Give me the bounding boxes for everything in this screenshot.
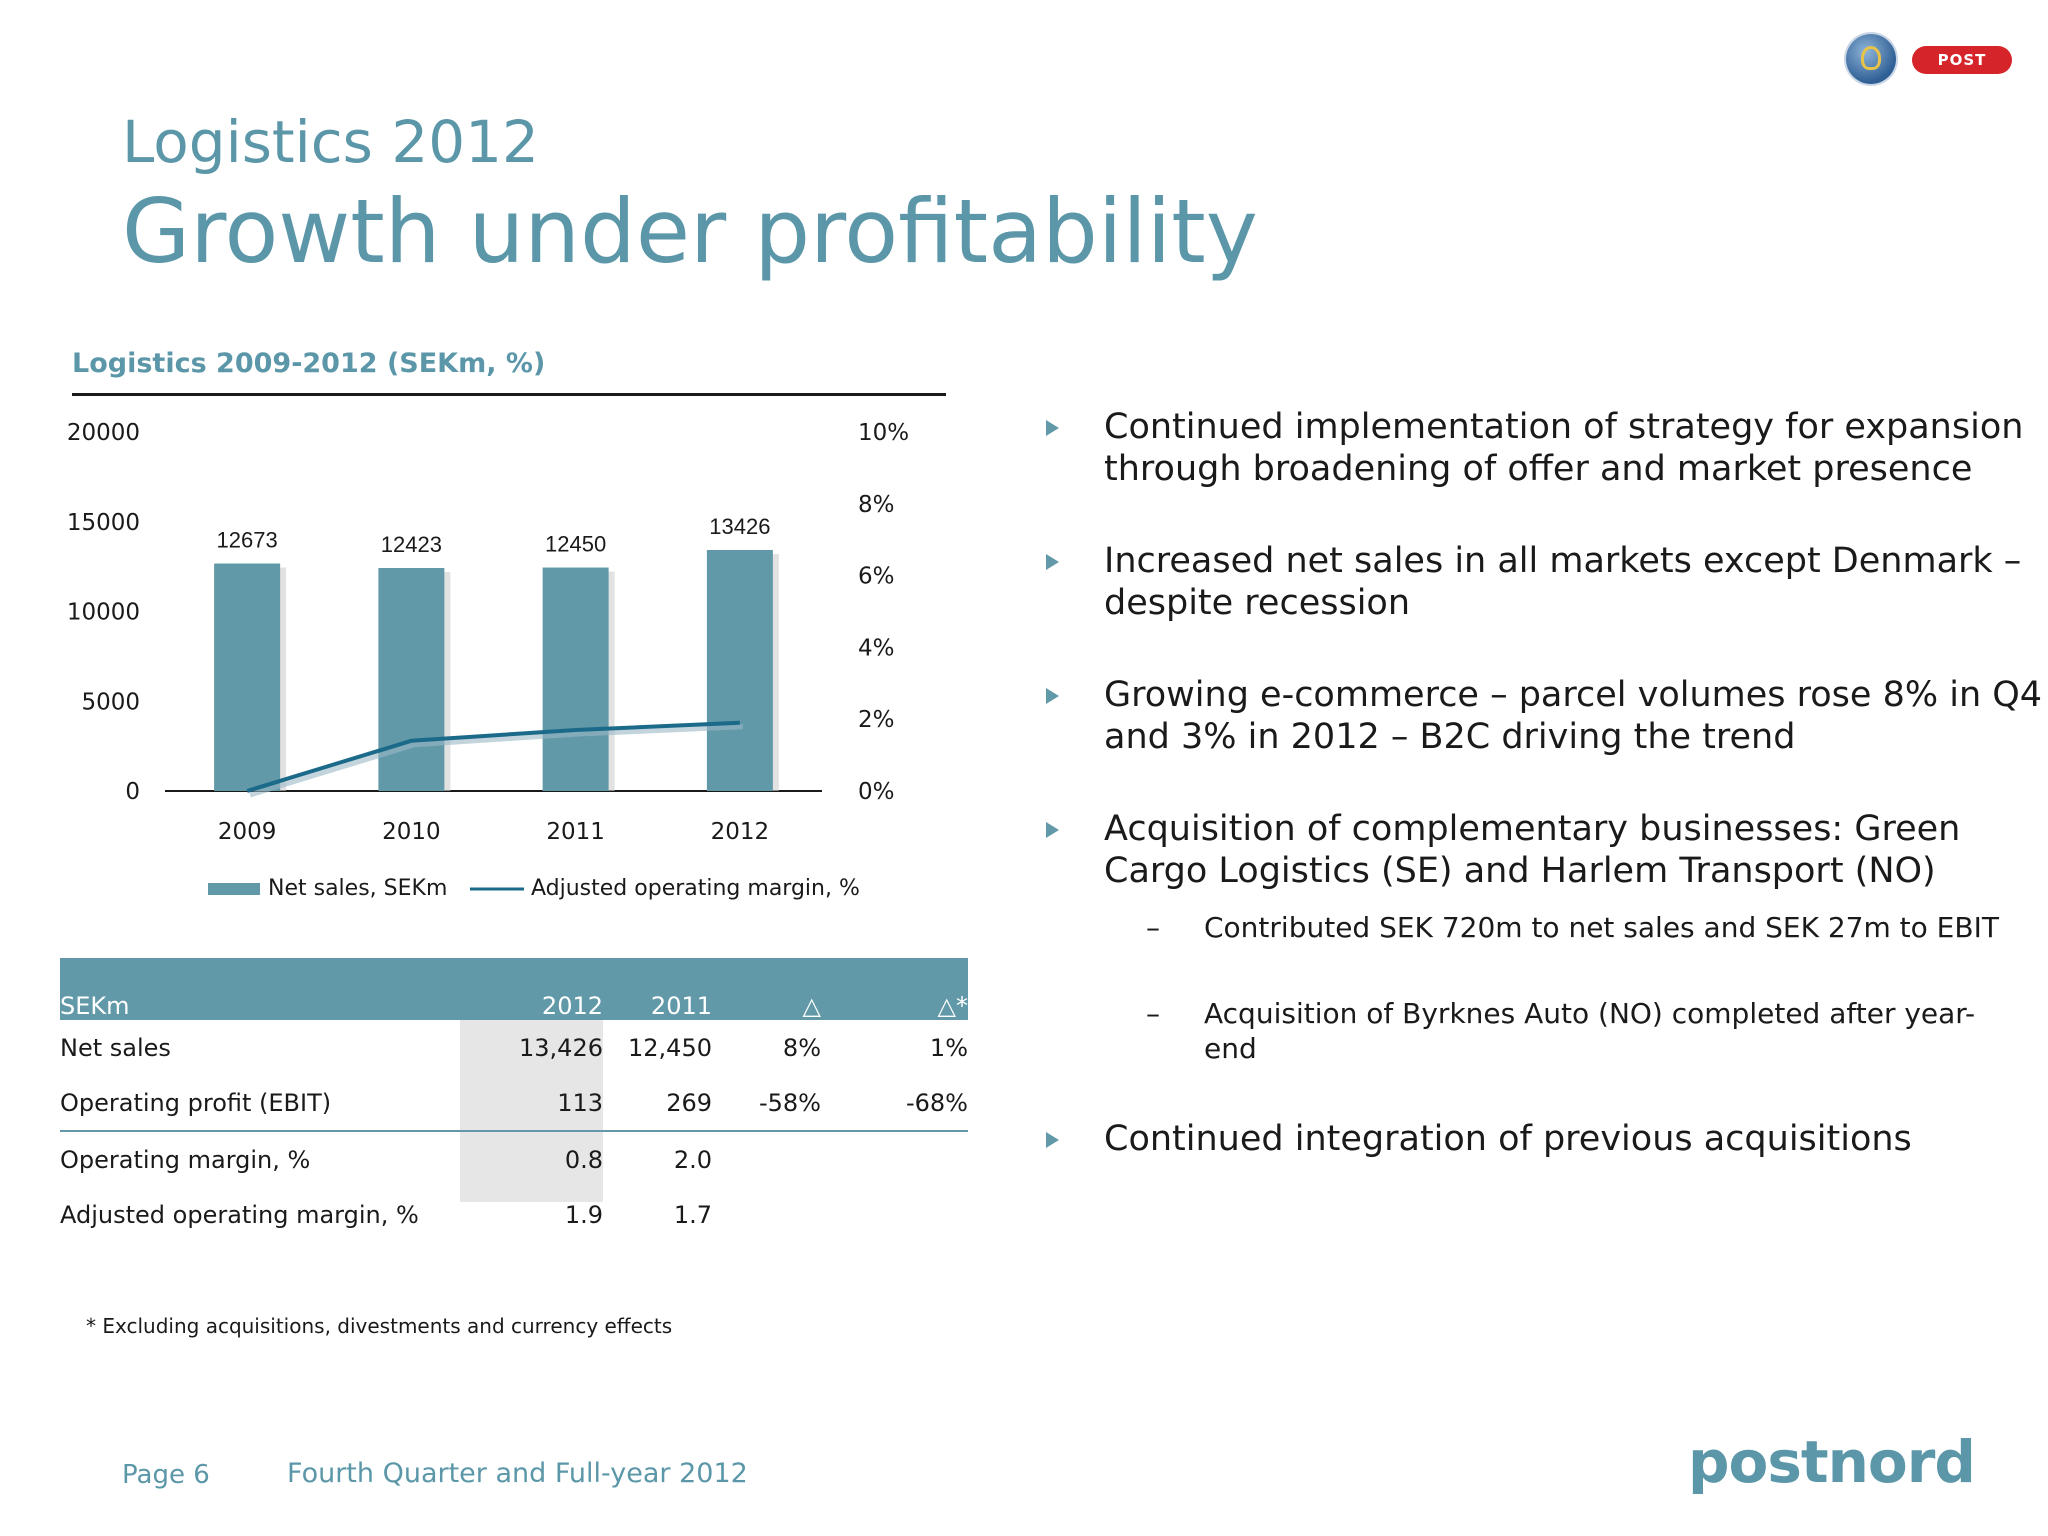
table-cell: -58% — [758, 1088, 821, 1117]
table-row: Net sales 13,426 12,450 8% 1% — [60, 1020, 968, 1075]
table-footnote: * Excluding acquisitions, divestments an… — [86, 1314, 673, 1338]
row-label: Operating margin, % — [60, 1145, 311, 1174]
header-cell: SEKm — [60, 992, 130, 1020]
x-tick-label: 2012 — [711, 819, 770, 845]
header-cell: △ — [802, 992, 821, 1020]
bar-data-label: 12423 — [381, 532, 442, 557]
y-right-tick-label: 6% — [858, 564, 895, 590]
y-left-tick-label: 0 — [125, 779, 140, 805]
bullet-text: Continued implementation of strategy for… — [1104, 407, 2024, 489]
slide-supertitle: Logistics 2012 — [122, 108, 539, 176]
chart-title: Logistics 2009-2012 (SEKm, %) — [72, 348, 546, 379]
margin-line-shadow — [249, 724, 743, 798]
triangle-bullet-icon — [1046, 1132, 1059, 1148]
royal-seal-icon — [1846, 34, 1896, 84]
post-logo: POST — [1912, 46, 2012, 74]
y-left-tick-label: 15000 — [67, 510, 140, 536]
header-cell: 2012 — [541, 992, 603, 1020]
slide-title: Growth under profitability — [122, 180, 1258, 283]
dash-marker: – — [1146, 911, 1160, 944]
bar — [542, 567, 609, 791]
sub-bullet-text: Acquisition of Byrknes Auto (NO) complet… — [1204, 997, 1976, 1065]
page-number: Page 6 — [122, 1460, 210, 1490]
y-left-tick-label: 10000 — [67, 600, 140, 626]
table-cell: 1.9 — [564, 1200, 603, 1229]
table-cell: 8% — [782, 1033, 821, 1062]
y-left-tick-label: 5000 — [81, 689, 140, 715]
y-right-tick-label: 4% — [858, 635, 895, 661]
table-cell: -68% — [905, 1088, 968, 1117]
table-row: Operating profit (EBIT) 113 269 -58% -68… — [60, 1075, 968, 1132]
row-label: Adjusted operating margin, % — [60, 1200, 419, 1229]
net-sales-chart: 0 5000 10000 15000 20000 0% 2% 4% 6% 8% 10% 12673 20… — [67, 420, 909, 901]
table-cell: 1% — [929, 1033, 968, 1062]
table-cell: 12,450 — [628, 1033, 712, 1062]
highlight-column-2012 — [460, 1020, 603, 1202]
legend-label: Net sales, SEKm — [268, 876, 447, 901]
table-cell: 13,426 — [519, 1033, 603, 1062]
bullet-text: Acquisition of complementary businesses:… — [1104, 809, 1961, 891]
bar — [706, 550, 773, 791]
bar-data-label: 12673 — [217, 528, 278, 553]
header-cell: 2011 — [650, 992, 712, 1020]
legend-label: Adjusted operating margin, % — [531, 876, 860, 901]
footer-report-title: Fourth Quarter and Full-year 2012 — [287, 1458, 748, 1489]
table-cell: 2.0 — [673, 1145, 712, 1174]
dash-marker: – — [1146, 997, 1160, 1030]
bar-data-label: 12450 — [545, 532, 606, 557]
y-left-tick-label: 20000 — [67, 420, 140, 446]
chart-title-rule — [72, 393, 946, 396]
table-row: Adjusted operating margin, % 1.9 1.7 — [60, 1187, 968, 1242]
triangle-bullet-icon — [1046, 822, 1059, 838]
bullet-text: Increased net sales in all markets excep… — [1104, 541, 2022, 623]
legend-swatch-bar — [208, 883, 260, 895]
y-right-tick-label: 0% — [858, 779, 895, 805]
row-label: Net sales — [60, 1033, 171, 1062]
header-logos: POST — [1846, 32, 2018, 86]
postnord-logo: postnord — [1688, 1428, 1976, 1496]
y-right-tick-label: 10% — [858, 420, 909, 446]
triangle-bullet-icon — [1046, 554, 1059, 570]
x-tick-label: 2009 — [218, 819, 277, 845]
margin-line — [246, 720, 740, 793]
bullet-text: Continued integration of previous acquis… — [1104, 1119, 1912, 1159]
table-cell: 0.8 — [564, 1145, 603, 1174]
row-label: Operating profit (EBIT) — [60, 1088, 332, 1117]
table-cell: 1.7 — [673, 1200, 712, 1229]
header-cell: △* — [937, 992, 968, 1020]
table-cell: 269 — [666, 1088, 712, 1117]
y-right-tick-label: 2% — [858, 707, 895, 733]
x-tick-label: 2010 — [382, 819, 441, 845]
x-tick-label: 2011 — [546, 819, 605, 845]
table-cell: 113 — [557, 1088, 603, 1117]
bullet-text: Growing e-commerce – parcel volumes rose… — [1104, 675, 2043, 757]
bar — [214, 563, 281, 791]
post-logo-text: POST — [1937, 51, 1987, 69]
table-header-row: SEKm 2012 2011 △ △* — [60, 958, 968, 1020]
sub-bullet-text: Contributed SEK 720m to net sales and SE… — [1204, 911, 1999, 944]
financial-table: SEKm 2012 2011 △ △* Net sales 13,426 12,… — [60, 958, 968, 1242]
bar-data-label: 13426 — [709, 514, 770, 539]
y-right-tick-label: 8% — [858, 492, 895, 518]
table-row: Operating margin, % 0.8 2.0 — [60, 1132, 968, 1187]
triangle-bullet-icon — [1046, 420, 1059, 436]
bar — [378, 568, 445, 791]
triangle-bullet-icon — [1046, 688, 1059, 704]
